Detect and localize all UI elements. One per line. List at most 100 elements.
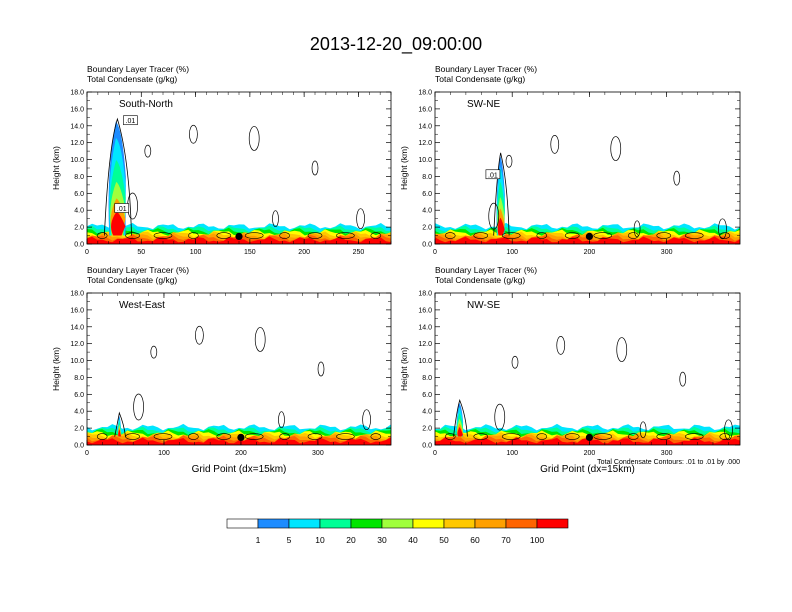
y-axis-label: Height (km) (399, 146, 409, 190)
condensate-contour-low (536, 232, 548, 239)
panel-header-tracer: Boundary Layer Tracer (%) (435, 64, 537, 74)
y-tick-label: 16.0 (418, 106, 432, 113)
panel-header-condensate: Total Condensate (g/kg) (87, 275, 177, 285)
y-tick-label: 12.0 (418, 341, 432, 348)
condensate-contour-low (501, 232, 521, 239)
colorbar-swatch-3 (288, 518, 321, 529)
colorbar-swatch-9 (474, 518, 507, 529)
condensate-contour (616, 337, 628, 362)
panel-header-tracer: Boundary Layer Tracer (%) (435, 265, 537, 275)
x-tick-label: 150 (244, 249, 256, 256)
panel-label: South-North (119, 99, 173, 110)
x-tick-label: 200 (584, 249, 596, 256)
condensate-contour-low (96, 232, 108, 239)
y-tick-label: 10.0 (70, 358, 84, 365)
location-marker (585, 232, 594, 240)
y-tick-label: 2.0 (422, 225, 432, 232)
condensate-contour (254, 327, 266, 352)
condensate-contour (189, 124, 198, 144)
condensate-contour (494, 403, 506, 431)
y-tick-label: 2.0 (74, 225, 84, 232)
y-tick-label: 0.0 (422, 443, 432, 450)
colorbar-swatch-1 (226, 518, 259, 529)
condensate-contour-low (216, 232, 232, 239)
tracer-band-8 (435, 437, 740, 445)
y-tick-label: 0.0 (74, 443, 84, 450)
condensate-contour (633, 220, 641, 238)
condensate-contour-low (188, 433, 199, 440)
colorbar-swatch-7 (412, 518, 445, 529)
condensate-contour-low (627, 232, 639, 239)
plot-frame (86, 91, 392, 245)
condensate-contour-low (656, 433, 672, 440)
y-tick-label: 8.0 (422, 375, 432, 382)
condensate-contour-low (593, 433, 613, 440)
condensate-contour-low (279, 433, 290, 440)
y-tick-label: 4.0 (422, 208, 432, 215)
panel-1: Boundary Layer Tracer (%)Total Condensat… (51, 64, 392, 256)
condensate-contour (724, 419, 733, 441)
condensate-contour (127, 192, 138, 220)
plume-layer-6 (497, 217, 505, 236)
panel-header-condensate: Total Condensate (g/kg) (435, 275, 525, 285)
condensate-contour (150, 345, 158, 359)
plot-area: .01 .01 (87, 115, 391, 244)
location-marker (237, 433, 245, 441)
condensate-contour-low (564, 232, 580, 239)
condensate-contour-low (564, 433, 580, 440)
colorbar-swatch-6 (381, 518, 414, 529)
y-tick-label: 10.0 (418, 157, 432, 164)
condensate-contour-low (370, 433, 382, 440)
condensate-contour (511, 355, 519, 369)
plume-layer-6 (111, 211, 126, 236)
colorbar-swatch-8 (443, 518, 476, 529)
plot-frame (434, 91, 741, 245)
y-tick-label: 4.0 (74, 409, 84, 416)
colorbar-swatch-10 (505, 518, 538, 529)
y-tick-label: 10.0 (70, 157, 84, 164)
panel-header-condensate: Total Condensate (g/kg) (435, 74, 525, 84)
plume-layer-6 (457, 427, 463, 437)
y-tick-label: 2.0 (74, 426, 84, 433)
panel-header-condensate: Total Condensate (g/kg) (87, 74, 177, 84)
y-tick-label: 16.0 (418, 307, 432, 314)
y-tick-label: 8.0 (422, 174, 432, 181)
panel-header-tracer: Boundary Layer Tracer (%) (87, 64, 189, 74)
x-tick-label: 200 (298, 249, 310, 256)
x-tick-label: 100 (506, 450, 518, 457)
y-tick-label: 6.0 (422, 392, 432, 399)
colorbar-swatch-5 (350, 518, 383, 529)
condensate-contour-low (153, 232, 173, 239)
colorbar-label: 1 (256, 535, 261, 545)
location-marker (235, 232, 243, 240)
condensate-contour-plume (453, 399, 468, 437)
x-tick-label: 0 (85, 450, 89, 457)
condensate-contour-low (684, 232, 704, 239)
panels: Boundary Layer Tracer (%)Total Condensat… (51, 64, 741, 475)
y-tick-label: 0.0 (422, 242, 432, 249)
condensate-contour (144, 144, 152, 158)
contour-label-box (114, 203, 130, 213)
condensate-contour-low (370, 232, 382, 239)
x-axis-label: Grid Point (dx=15km) (540, 464, 635, 475)
condensate-contour (488, 202, 500, 230)
contour-footnote: Total Condensate Contours: .01 to .01 by… (597, 459, 740, 466)
x-tick-label: 200 (584, 450, 596, 457)
condensate-contour (673, 170, 681, 186)
condensate-contour-low (444, 433, 456, 440)
condensate-contour (679, 371, 687, 387)
y-tick-label: 6.0 (422, 191, 432, 198)
y-tick-label: 12.0 (70, 341, 84, 348)
panel-3: Boundary Layer Tracer (%)Total Condensat… (51, 265, 392, 475)
condensate-contour-plume (493, 152, 510, 236)
contour-label: .01 (126, 118, 136, 125)
condensate-contour-plume (103, 117, 132, 236)
condensate-contour-low (216, 433, 232, 440)
condensate-contour-low (336, 433, 355, 440)
colorbar-label: 5 (287, 535, 292, 545)
condensate-contour-low (719, 232, 731, 239)
x-tick-label: 100 (190, 249, 202, 256)
condensate-contour-low (501, 433, 521, 440)
colorbar-label: 100 (530, 535, 544, 545)
